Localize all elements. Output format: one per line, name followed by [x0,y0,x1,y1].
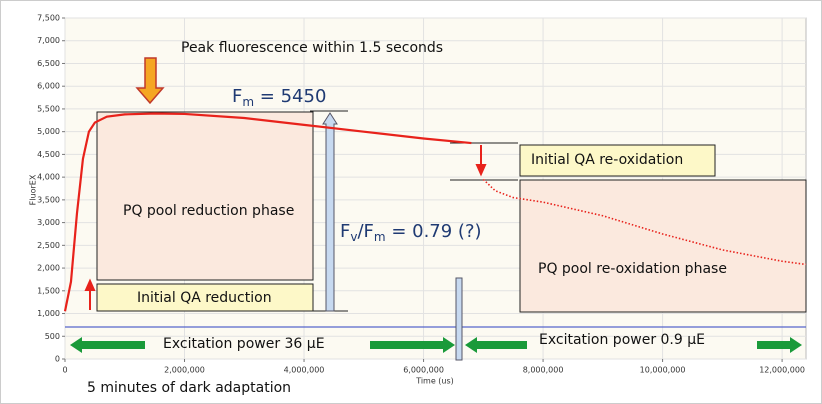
x-tick-label: 2,000,000 [164,366,205,375]
data-line [482,178,807,266]
x-tick-label: 8,000,000 [523,366,564,375]
x-tick-label: 4,000,000 [284,366,325,375]
y-tick-label: 0 [55,355,60,364]
y-axis-label: FluorEX [29,174,38,205]
annotation: Excitation power 36 µE [163,336,325,352]
annotation: 5 minutes of dark adaptation [87,380,291,396]
annotation: Excitation power 0.9 µE [539,332,705,348]
annotation: PQ pool reduction phase [123,203,294,219]
annotation: Fm = 5450 [232,86,326,109]
y-tick-label: 4,500 [37,150,60,159]
green-arrow [757,337,802,353]
annotation: PQ pool re-oxidation phase [538,261,727,277]
y-tick-label: 6,500 [37,59,60,68]
qa-reoxidation-box [519,144,716,177]
x-tick-label: 6,000,000 [403,366,444,375]
x-tick-label: 12,000,000 [759,366,805,375]
annotation: Peak fluorescence within 1.5 seconds [181,40,443,56]
y-tick-label: 2,000 [37,264,60,273]
ticks: 0 500 1,000 1,500 2,000 2,500 3,000 3,500 4,000 4… [37,14,805,375]
y-tick-label: 2,500 [37,241,60,250]
annotation: Fv/Fm = 0.79 (?) [340,221,482,244]
pq-reduction-box [96,111,314,281]
green-arrow [465,337,527,353]
peak-arrow [135,57,165,105]
y-tick-label: 5,000 [37,127,60,136]
fvfm-arrow [322,112,338,312]
x-axis-label: Time (us) [415,377,454,386]
qa-arrow [84,278,96,310]
y-tick-label: 4,000 [37,173,60,182]
x-tick-label: 10,000,000 [640,366,686,375]
qa-reduction-box [96,283,314,312]
y-tick-label: 7,500 [37,14,60,23]
green-arrow [370,337,455,353]
reox-arrow [475,145,487,177]
y-tick-label: 3,500 [37,195,60,204]
series [63,112,807,312]
y-tick-label: 1,000 [37,309,60,318]
y-tick-label: 1,500 [37,286,60,295]
y-tick-label: 3,000 [37,218,60,227]
y-tick-label: 7,000 [37,36,60,45]
annotation: Initial QA re-oxidation [531,152,683,168]
x-tick-label: 0 [62,366,67,375]
data-line [63,112,472,312]
y-tick-label: 500 [45,332,60,341]
green-arrow [70,337,145,353]
y-tick-label: 5,500 [37,104,60,113]
time-marker [455,277,463,361]
y-tick-label: 6,000 [37,82,60,91]
annotation: Initial QA reduction [137,290,272,306]
pq-reoxidation-box [519,179,807,313]
